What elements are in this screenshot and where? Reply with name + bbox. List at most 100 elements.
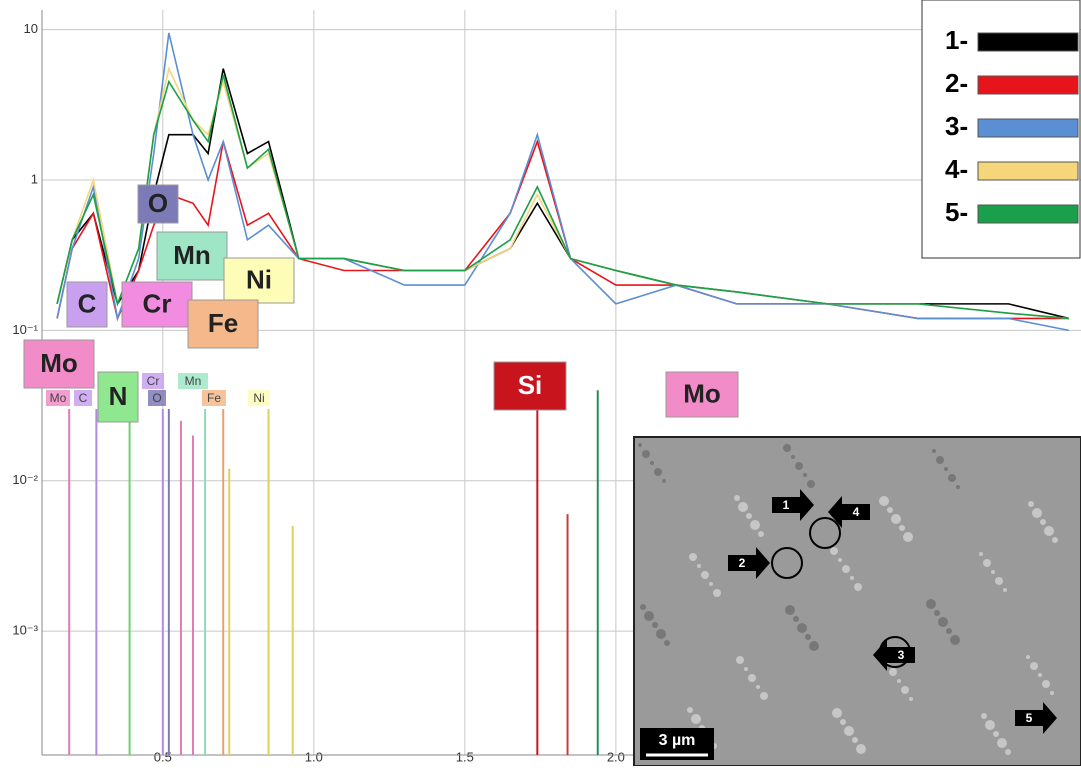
sem-particle — [793, 616, 799, 622]
arrow — [873, 639, 915, 671]
sem-particle — [934, 610, 940, 616]
element-label-box — [66, 281, 108, 328]
sem-particle — [897, 679, 901, 683]
element-label: O — [148, 188, 168, 218]
scale-label: 3 µm — [659, 732, 696, 749]
sem-particle — [903, 532, 913, 542]
sem-particle — [1052, 537, 1058, 543]
element-label: N — [109, 381, 128, 411]
element-tag-box — [142, 373, 164, 389]
element-label-box — [493, 361, 567, 411]
element-tag-box — [248, 390, 270, 406]
x-tick-label: 0.5 — [154, 749, 172, 764]
sem-particle — [832, 708, 842, 718]
sem-particle — [644, 611, 654, 621]
element-label: C — [78, 288, 97, 318]
sem-particle — [738, 502, 748, 512]
element-tag: Fe — [207, 391, 221, 405]
marker-circle — [809, 517, 841, 549]
sem-particle — [932, 449, 936, 453]
x-tick-label: 1.0 — [305, 749, 323, 764]
x-tick-label: 2.0 — [607, 749, 625, 764]
element-tag: O — [152, 391, 161, 405]
sem-particle — [736, 656, 744, 664]
element-label-box — [97, 371, 139, 423]
sem-particle — [1005, 749, 1011, 755]
sem-particle — [856, 744, 866, 754]
element-label: Cr — [143, 288, 172, 318]
sem-particle — [926, 599, 936, 609]
y-tick-label: 10⁻³ — [12, 623, 38, 638]
sem-particle — [844, 726, 854, 736]
arrow-label: 3 — [898, 648, 905, 662]
sem-particle — [809, 641, 819, 651]
element-tag: Cr — [147, 374, 160, 388]
sem-particle — [687, 707, 693, 713]
arrow — [1015, 702, 1057, 734]
sem-image — [633, 436, 1081, 767]
sem-particle — [758, 531, 764, 537]
element-tag-box — [46, 390, 70, 406]
element-label: Ni — [246, 264, 272, 294]
sem-particle — [997, 738, 1007, 748]
arrow-label: 4 — [853, 505, 860, 519]
legend-label: 4- — [945, 154, 968, 184]
sem-particle — [946, 628, 952, 634]
sem-particle — [993, 731, 999, 737]
sem-particle — [713, 589, 721, 597]
element-label: Mo — [683, 378, 721, 408]
sem-particle — [1050, 691, 1054, 695]
sem-particle — [691, 714, 701, 724]
sem-particle — [1032, 508, 1042, 518]
y-tick-label: 10 — [24, 21, 38, 36]
element-label-box — [137, 184, 179, 224]
sem-particle — [1003, 588, 1007, 592]
sem-particle — [985, 720, 995, 730]
legend-swatch — [977, 75, 1079, 95]
element-label: Mo — [40, 348, 78, 378]
legend-swatch — [977, 204, 1079, 224]
sem-particle — [785, 605, 795, 615]
sem-particle — [756, 685, 760, 689]
sem-particle — [956, 485, 960, 489]
spectrum-line — [56, 74, 1069, 320]
sem-particle — [983, 559, 991, 567]
sem-particle — [1038, 673, 1042, 677]
sem-particle — [803, 473, 807, 477]
sem-particle — [797, 623, 807, 633]
element-tag-box — [148, 390, 166, 406]
x-tick-label: 1.5 — [456, 749, 474, 764]
sem-particle — [981, 713, 987, 719]
sem-particle — [701, 571, 709, 579]
legend-label: 3- — [945, 111, 968, 141]
sem-particle — [640, 604, 646, 610]
legend-swatch — [977, 32, 1079, 52]
sem-particle — [991, 570, 995, 574]
sem-particle — [652, 622, 658, 628]
legend-swatch — [977, 118, 1079, 138]
sem-inset: 1 2 3 4 5 3 µm — [633, 436, 1081, 767]
sem-particle — [791, 455, 795, 459]
sem-particle — [1028, 501, 1034, 507]
sem-particle — [664, 640, 670, 646]
sem-particle — [891, 514, 901, 524]
element-label-box — [665, 371, 739, 418]
sem-particle — [760, 692, 768, 700]
sem-particle — [1044, 526, 1054, 536]
sem-particle — [783, 444, 791, 452]
sem-particle — [805, 634, 811, 640]
sem-particle — [795, 462, 803, 470]
element-label: Mn — [173, 240, 211, 270]
element-label-box — [156, 231, 228, 281]
sem-particle — [850, 576, 854, 580]
sem-particle — [887, 507, 893, 513]
sem-particle — [852, 737, 858, 743]
sem-particle — [840, 719, 846, 725]
sem-particle — [979, 552, 983, 556]
legend-label: 5- — [945, 197, 968, 227]
element-tag-box — [74, 390, 92, 406]
sem-particle — [654, 468, 662, 476]
arrow-label: 1 — [783, 498, 790, 512]
sem-particle — [746, 513, 752, 519]
sem-particle — [995, 577, 1003, 585]
